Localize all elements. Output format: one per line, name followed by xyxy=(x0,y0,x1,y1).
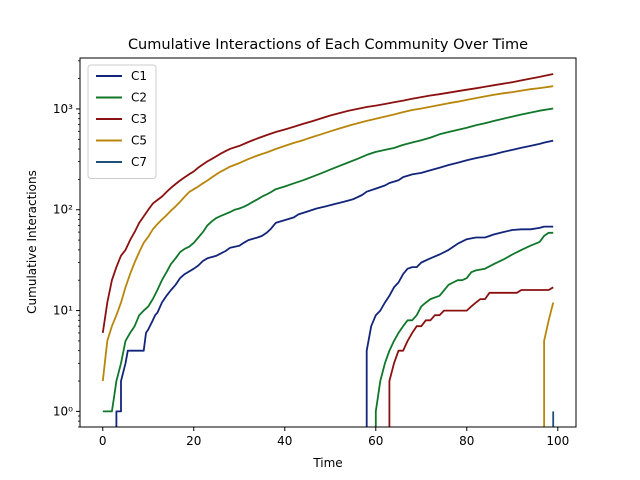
plot-area xyxy=(101,73,555,427)
series-line-c1 xyxy=(115,139,554,427)
x-tick-label: 0 xyxy=(99,434,107,448)
x-axis: 0 20 40 60 80 100 xyxy=(99,427,569,448)
legend-label-c1: C1 xyxy=(131,69,147,83)
chart-title: Cumulative Interactions of Each Communit… xyxy=(128,37,528,53)
y-tick-label: 10³ xyxy=(53,102,73,116)
x-tick-label: 20 xyxy=(186,434,201,448)
y-tick-label: 10¹ xyxy=(53,304,73,318)
x-axis-label: Time xyxy=(312,456,342,470)
series-line-c5 xyxy=(101,85,554,382)
plot-frame xyxy=(79,57,577,428)
series-line-segment-5 xyxy=(365,225,554,427)
legend-box xyxy=(87,64,157,179)
y-axis-label: Cumulative Interactions xyxy=(25,170,39,314)
y-tick-label: 10² xyxy=(53,203,73,217)
x-tick-label: 40 xyxy=(277,434,292,448)
y-tick-label: 10⁰ xyxy=(53,404,73,418)
x-tick-label: 100 xyxy=(546,434,569,448)
legend: C1 C2 C3 C5 C7 xyxy=(87,64,157,179)
legend-label-c7: C7 xyxy=(131,155,147,169)
series-line-segment-7 xyxy=(388,286,554,427)
series-line-c3 xyxy=(101,73,554,334)
legend-label-c5: C5 xyxy=(131,134,147,148)
y-axis: 10⁰ 10¹ 10² 10³ xyxy=(53,60,80,428)
legend-label-c3: C3 xyxy=(131,112,147,126)
x-tick-label: 60 xyxy=(368,434,383,448)
series-line-segment-6 xyxy=(374,231,554,427)
x-tick-label: 80 xyxy=(459,434,474,448)
series-line-c2 xyxy=(102,107,554,413)
series-line-segment-8 xyxy=(543,302,555,427)
legend-label-c2: C2 xyxy=(131,91,147,105)
